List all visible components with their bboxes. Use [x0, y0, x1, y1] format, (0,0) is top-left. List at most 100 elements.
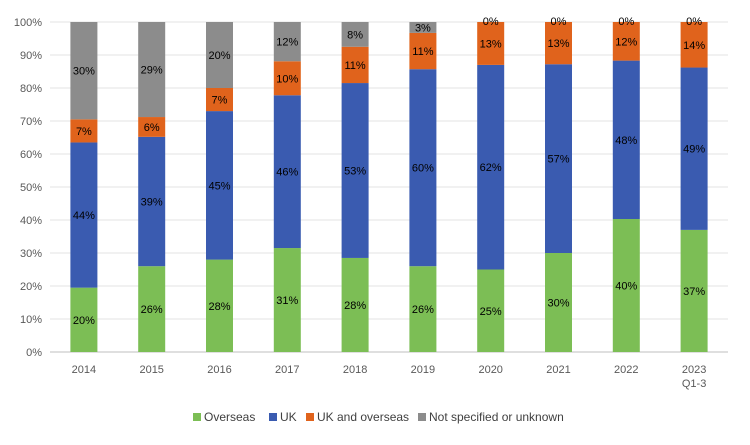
- data-label: 46%: [276, 167, 298, 179]
- bar-segment: [70, 287, 98, 352]
- x-tick-label: Q1-3: [682, 378, 706, 390]
- bar-segment: [477, 269, 505, 352]
- data-label: 0%: [551, 16, 567, 28]
- y-tick-label: 100%: [14, 17, 42, 29]
- data-label: 40%: [615, 281, 637, 293]
- bar-segment: [206, 259, 233, 352]
- bar-segment: [409, 266, 437, 352]
- bars: [70, 22, 708, 352]
- bar-segment: [545, 253, 572, 352]
- data-label: 30%: [547, 298, 569, 310]
- bar-segment: [206, 22, 233, 88]
- bar-segment: [477, 22, 505, 65]
- data-label: 60%: [412, 163, 434, 175]
- bar-segment: [138, 136, 166, 267]
- data-label: 20%: [208, 50, 230, 62]
- y-tick-label: 60%: [20, 149, 42, 161]
- bar-segment: [680, 67, 708, 230]
- data-label: 49%: [683, 144, 705, 156]
- y-tick-label: 70%: [20, 116, 42, 128]
- data-label: 13%: [480, 38, 502, 50]
- data-label: 3%: [415, 22, 431, 34]
- bar-segment: [341, 83, 369, 258]
- data-label: 0%: [483, 16, 499, 28]
- legend-label: Not specified or unknown: [429, 410, 564, 424]
- bar-segment: [273, 22, 301, 62]
- x-tick-label: 2015: [139, 364, 163, 376]
- y-tick-label: 0%: [26, 347, 42, 359]
- x-tick-label: 2019: [411, 364, 435, 376]
- data-label: 20%: [73, 315, 95, 327]
- bar-segment: [612, 22, 640, 61]
- data-label: 7%: [212, 95, 228, 107]
- data-label: 29%: [141, 65, 163, 77]
- data-label: 26%: [412, 304, 434, 316]
- y-axis-tick-labels: 0% 10% 20% 30% 40% 50% 60% 70% 80% 90% 100%: [14, 17, 42, 359]
- bar-segment: [477, 64, 505, 270]
- x-tick-label: 2022: [614, 364, 638, 376]
- data-label: 0%: [618, 16, 634, 28]
- legend: Overseas UK UK and overseas Not specified o…: [193, 410, 564, 424]
- bar-segment: [70, 22, 98, 120]
- data-label: 57%: [547, 154, 569, 166]
- bar-segment: [612, 219, 640, 352]
- bar-segment: [273, 248, 301, 352]
- bar-segment: [138, 117, 166, 137]
- legend-swatch: [193, 413, 201, 421]
- data-label: 8%: [347, 29, 363, 41]
- data-label: 10%: [276, 73, 298, 85]
- data-label: 31%: [276, 295, 298, 307]
- data-label: 30%: [73, 66, 95, 78]
- x-tick-label: 2014: [72, 364, 96, 376]
- legend-label: Overseas: [204, 410, 255, 424]
- y-tick-label: 50%: [20, 182, 42, 194]
- x-tick-label: 2021: [546, 364, 570, 376]
- data-label: 39%: [141, 197, 163, 209]
- data-label: 53%: [344, 166, 366, 178]
- bar-segment: [206, 88, 233, 112]
- y-tick-label: 20%: [20, 281, 42, 293]
- x-tick-label: 2017: [275, 364, 299, 376]
- data-label: 14%: [683, 40, 705, 52]
- bar-segment: [341, 22, 369, 47]
- legend-label: UK and overseas: [317, 410, 409, 424]
- x-tick-label: 2023: [682, 364, 706, 376]
- bar-segment: [138, 22, 166, 118]
- bar-segment: [70, 142, 98, 288]
- bar-segment: [341, 46, 369, 84]
- data-label: 7%: [76, 126, 92, 138]
- bar-segment: [273, 95, 301, 249]
- bar-segment: [409, 32, 437, 70]
- x-tick-label: 2018: [343, 364, 367, 376]
- data-label: 44%: [73, 210, 95, 222]
- x-tick-label: 2016: [207, 364, 231, 376]
- data-label: 28%: [344, 300, 366, 312]
- data-label: 12%: [276, 37, 298, 49]
- bar-segment: [138, 266, 166, 352]
- y-tick-label: 90%: [20, 50, 42, 62]
- bar-segment: [545, 22, 572, 65]
- data-label: 45%: [208, 180, 230, 192]
- data-label: 48%: [615, 135, 637, 147]
- bar-segment: [545, 64, 572, 254]
- y-tick-label: 10%: [20, 314, 42, 326]
- data-label: 25%: [480, 306, 502, 318]
- data-label: 37%: [683, 286, 705, 298]
- data-label: 0%: [686, 16, 702, 28]
- data-label: 11%: [344, 60, 365, 72]
- legend-swatch: [418, 413, 426, 421]
- y-tick-label: 40%: [20, 215, 42, 227]
- data-label: 26%: [141, 304, 163, 316]
- bar-segment: [409, 22, 437, 33]
- data-label: 11%: [412, 46, 433, 58]
- data-label: 28%: [208, 301, 230, 313]
- bar-segment: [409, 69, 437, 267]
- data-labels: 20% 44% 7% 30% 26% 39% 6% 29% 28% 45% 7% 20% 31% 46% 1…: [73, 16, 705, 327]
- x-axis-tick-labels: 2014 2015 2016 2017 2018 2019 2020 2021 2022 2023…: [72, 364, 707, 390]
- bar-segment: [206, 111, 233, 260]
- bar-segment: [70, 119, 98, 143]
- legend-swatch: [306, 413, 314, 421]
- legend-label: UK: [280, 410, 297, 424]
- y-tick-label: 30%: [20, 248, 42, 260]
